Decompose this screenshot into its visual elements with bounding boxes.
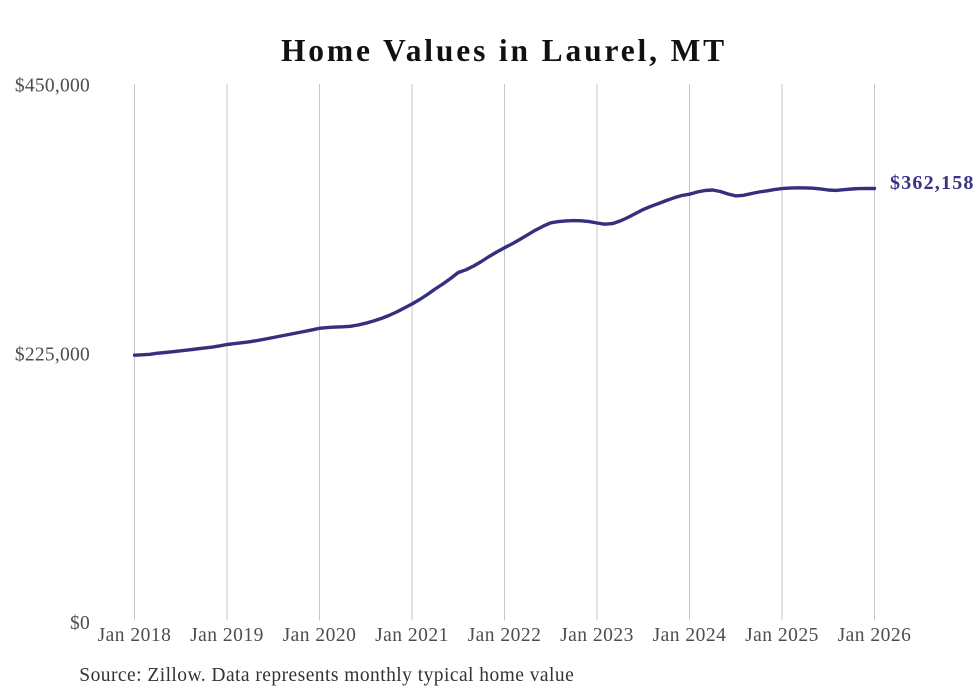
svg-text:$225,000: $225,000 — [15, 344, 90, 365]
svg-text:Jan 2020: Jan 2020 — [283, 625, 357, 646]
svg-text:$0: $0 — [70, 613, 90, 634]
svg-text:$362,158: $362,158 — [890, 172, 975, 194]
svg-text:Source: Zillow. Data represent: Source: Zillow. Data represents monthly … — [79, 665, 574, 686]
svg-text:Jan 2022: Jan 2022 — [468, 625, 542, 646]
svg-text:Home Values in Laurel, MT: Home Values in Laurel, MT — [281, 33, 727, 68]
svg-text:Jan 2024: Jan 2024 — [653, 625, 727, 646]
svg-text:$450,000: $450,000 — [15, 76, 90, 97]
svg-text:Jan 2019: Jan 2019 — [190, 625, 264, 646]
svg-text:Jan 2023: Jan 2023 — [560, 625, 634, 646]
svg-text:Jan 2018: Jan 2018 — [98, 625, 172, 646]
svg-text:Jan 2025: Jan 2025 — [745, 625, 819, 646]
svg-text:Jan 2026: Jan 2026 — [838, 625, 912, 646]
svg-text:Jan 2021: Jan 2021 — [375, 625, 449, 646]
